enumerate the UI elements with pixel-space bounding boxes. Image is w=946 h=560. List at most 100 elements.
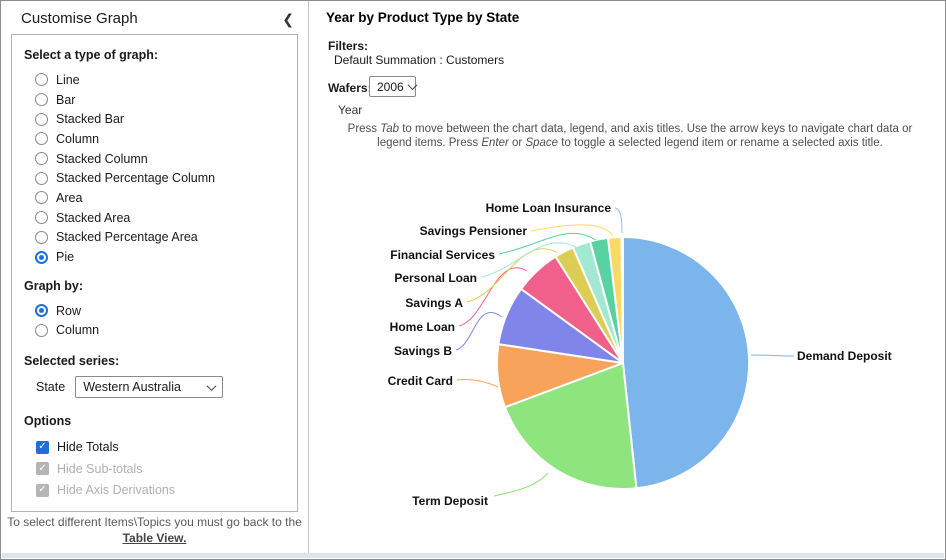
radio-graph-type-bar[interactable]: Bar (24, 90, 285, 110)
filters-label: Filters: (328, 39, 369, 53)
radio-label: Bar (56, 92, 76, 107)
radio-label: Stacked Percentage Area (56, 230, 198, 245)
panel-footer: To select different Items\Topics you mus… (1, 514, 308, 546)
instruction-text: to toggle a selected legend item or rena… (558, 136, 883, 149)
pie-chart: Demand Deposit Term Deposit Credit Card Sav… (310, 186, 945, 554)
leader-line-credit-card (456, 379, 499, 388)
wafers-select-value: 2006 (377, 79, 404, 94)
panel-header: Customise Graph ❮ (1, 1, 308, 33)
key-name: Space (525, 136, 559, 149)
leader-line-financial-services (498, 232, 597, 255)
radio-label: Stacked Percentage Column (56, 171, 216, 186)
leader-line-savings-b (455, 312, 503, 351)
instruction-text: or (508, 136, 526, 149)
state-select-value: Western Australia (83, 380, 181, 395)
radio-label: Line (56, 72, 80, 87)
radio-graph-type-pie[interactable]: Pie (24, 247, 285, 267)
leader-line-home-loan-insurance (614, 207, 623, 234)
radio-graph-type-area[interactable]: Area (24, 188, 285, 208)
checkbox-label: Hide Totals (57, 440, 119, 454)
keyboard-instructions: Press Tab to move between the chart data… (332, 123, 928, 150)
wafers-select[interactable]: 2006 (369, 76, 418, 97)
pie-label-savings-b: Savings B (394, 344, 452, 358)
horizontal-scrollbar[interactable] (2, 553, 944, 558)
leader-line-savings-pensioner (530, 224, 614, 237)
radio-icon[interactable] (35, 250, 48, 264)
radio-icon[interactable] (35, 191, 48, 205)
checkbox-icon: ✓ (36, 462, 49, 475)
radio-graph-type-stacked-column[interactable]: Stacked Column (24, 149, 285, 169)
radio-icon[interactable] (35, 171, 48, 185)
pie-label-savings-pensioner: Savings Pensioner (420, 224, 528, 238)
filters-value: Default Summation : Customers (334, 53, 505, 67)
radio-icon[interactable] (35, 230, 48, 244)
pie-slice-demand-deposit[interactable] (622, 236, 751, 490)
pie-label-home-loan-insurance: Home Loan Insurance (486, 201, 612, 215)
pie-chart-svg: Demand Deposit Term Deposit Credit Card Sav… (388, 201, 892, 508)
pie-label-financial-services: Financial Services (390, 248, 495, 262)
state-field-label: State (36, 380, 66, 395)
checkbox-hide-sub-totals: ✓ Hide Sub-totals (24, 458, 285, 480)
state-select[interactable]: Western Australia (75, 376, 224, 399)
radio-label: Stacked Column (56, 151, 148, 166)
radio-graph-by-row[interactable]: Row (24, 301, 285, 321)
radio-graph-type-stacked-percentage-area[interactable]: Stacked Percentage Area (24, 228, 285, 248)
instruction-text: to move between the chart data, legend, … (377, 123, 913, 149)
panel-title: Customise Graph (21, 10, 138, 27)
radio-icon[interactable] (35, 304, 48, 318)
checkbox-icon[interactable]: ✓ (36, 440, 49, 454)
radio-graph-type-stacked-bar[interactable]: Stacked Bar (24, 109, 285, 129)
pie-slice-home-loan-insurance[interactable] (620, 235, 624, 364)
radio-label: Row (56, 303, 82, 318)
radio-graph-type-line[interactable]: Line (24, 70, 285, 90)
chart-title: Year by Product Type by State (326, 10, 520, 25)
pie-slice-term-deposit[interactable] (504, 362, 638, 490)
instruction-text: Press (347, 123, 381, 135)
radio-label: Pie (56, 250, 75, 265)
leader-line-demand-deposit (750, 354, 795, 357)
radio-graph-type-stacked-percentage-column[interactable]: Stacked Percentage Column (24, 168, 285, 188)
pie-label-savings-a: Savings A (405, 296, 463, 310)
chevron-down-icon (206, 380, 217, 391)
radio-icon[interactable] (35, 112, 48, 126)
leader-line-term-deposit (493, 472, 549, 497)
checkbox-hide-totals[interactable]: ✓ Hide Totals (24, 436, 285, 458)
collapse-panel-icon[interactable]: ❮ (282, 10, 294, 27)
radio-graph-type-stacked-area[interactable]: Stacked Area (24, 208, 285, 228)
graph-type-radio-group: Line Bar Stacked Bar Column Stacked Column St… (24, 70, 285, 267)
radio-label: Area (56, 190, 83, 205)
chart-panel: Year by Product Type by State Filters: D… (310, 1, 945, 554)
graph-by-label: Graph by: (24, 278, 84, 293)
radio-icon[interactable] (35, 93, 48, 107)
leader-line-home-loan (458, 267, 528, 327)
radio-icon[interactable] (35, 132, 48, 146)
graph-by-radio-group: Row Column (24, 301, 285, 340)
checkbox-label: Hide Axis Derivations (57, 483, 176, 497)
pie-label-home-loan: Home Loan (390, 320, 455, 334)
wafer-axis-label: Year (338, 103, 363, 117)
checkbox-label: Hide Sub-totals (57, 461, 143, 476)
radio-graph-by-column[interactable]: Column (24, 321, 285, 341)
radio-icon[interactable] (35, 73, 48, 87)
pie-label-term-deposit: Term Deposit (412, 494, 488, 508)
radio-label: Column (56, 131, 100, 146)
checkbox-icon: ✓ (36, 483, 49, 497)
table-view-link[interactable]: Table View. (122, 530, 187, 545)
wafers-label: Wafers: (328, 81, 372, 95)
radio-label: Column (56, 323, 100, 338)
options-checkbox-group: ✓ Hide Totals ✓ Hide Sub-totals ✓ Hide Axis D… (24, 436, 285, 501)
radio-graph-type-column[interactable]: Column (24, 129, 285, 149)
key-name: Enter (481, 136, 509, 149)
key-name: Tab (380, 123, 400, 135)
radio-icon[interactable] (35, 211, 48, 225)
pie-label-demand-deposit: Demand Deposit (797, 349, 892, 363)
graph-settings-box: Select a type of graph: Line Bar Stacked B… (11, 34, 298, 512)
pie-label-personal-loan: Personal Loan (394, 271, 477, 285)
graph-type-label: Select a type of graph: (24, 48, 159, 62)
radio-icon[interactable] (35, 323, 48, 337)
checkbox-hide-axis-derivations: ✓ Hide Axis Derivations (24, 479, 285, 501)
radio-icon[interactable] (35, 152, 48, 166)
footer-text: To select different Items\Topics you mus… (7, 514, 302, 529)
state-row: State Western Australia (24, 376, 285, 399)
